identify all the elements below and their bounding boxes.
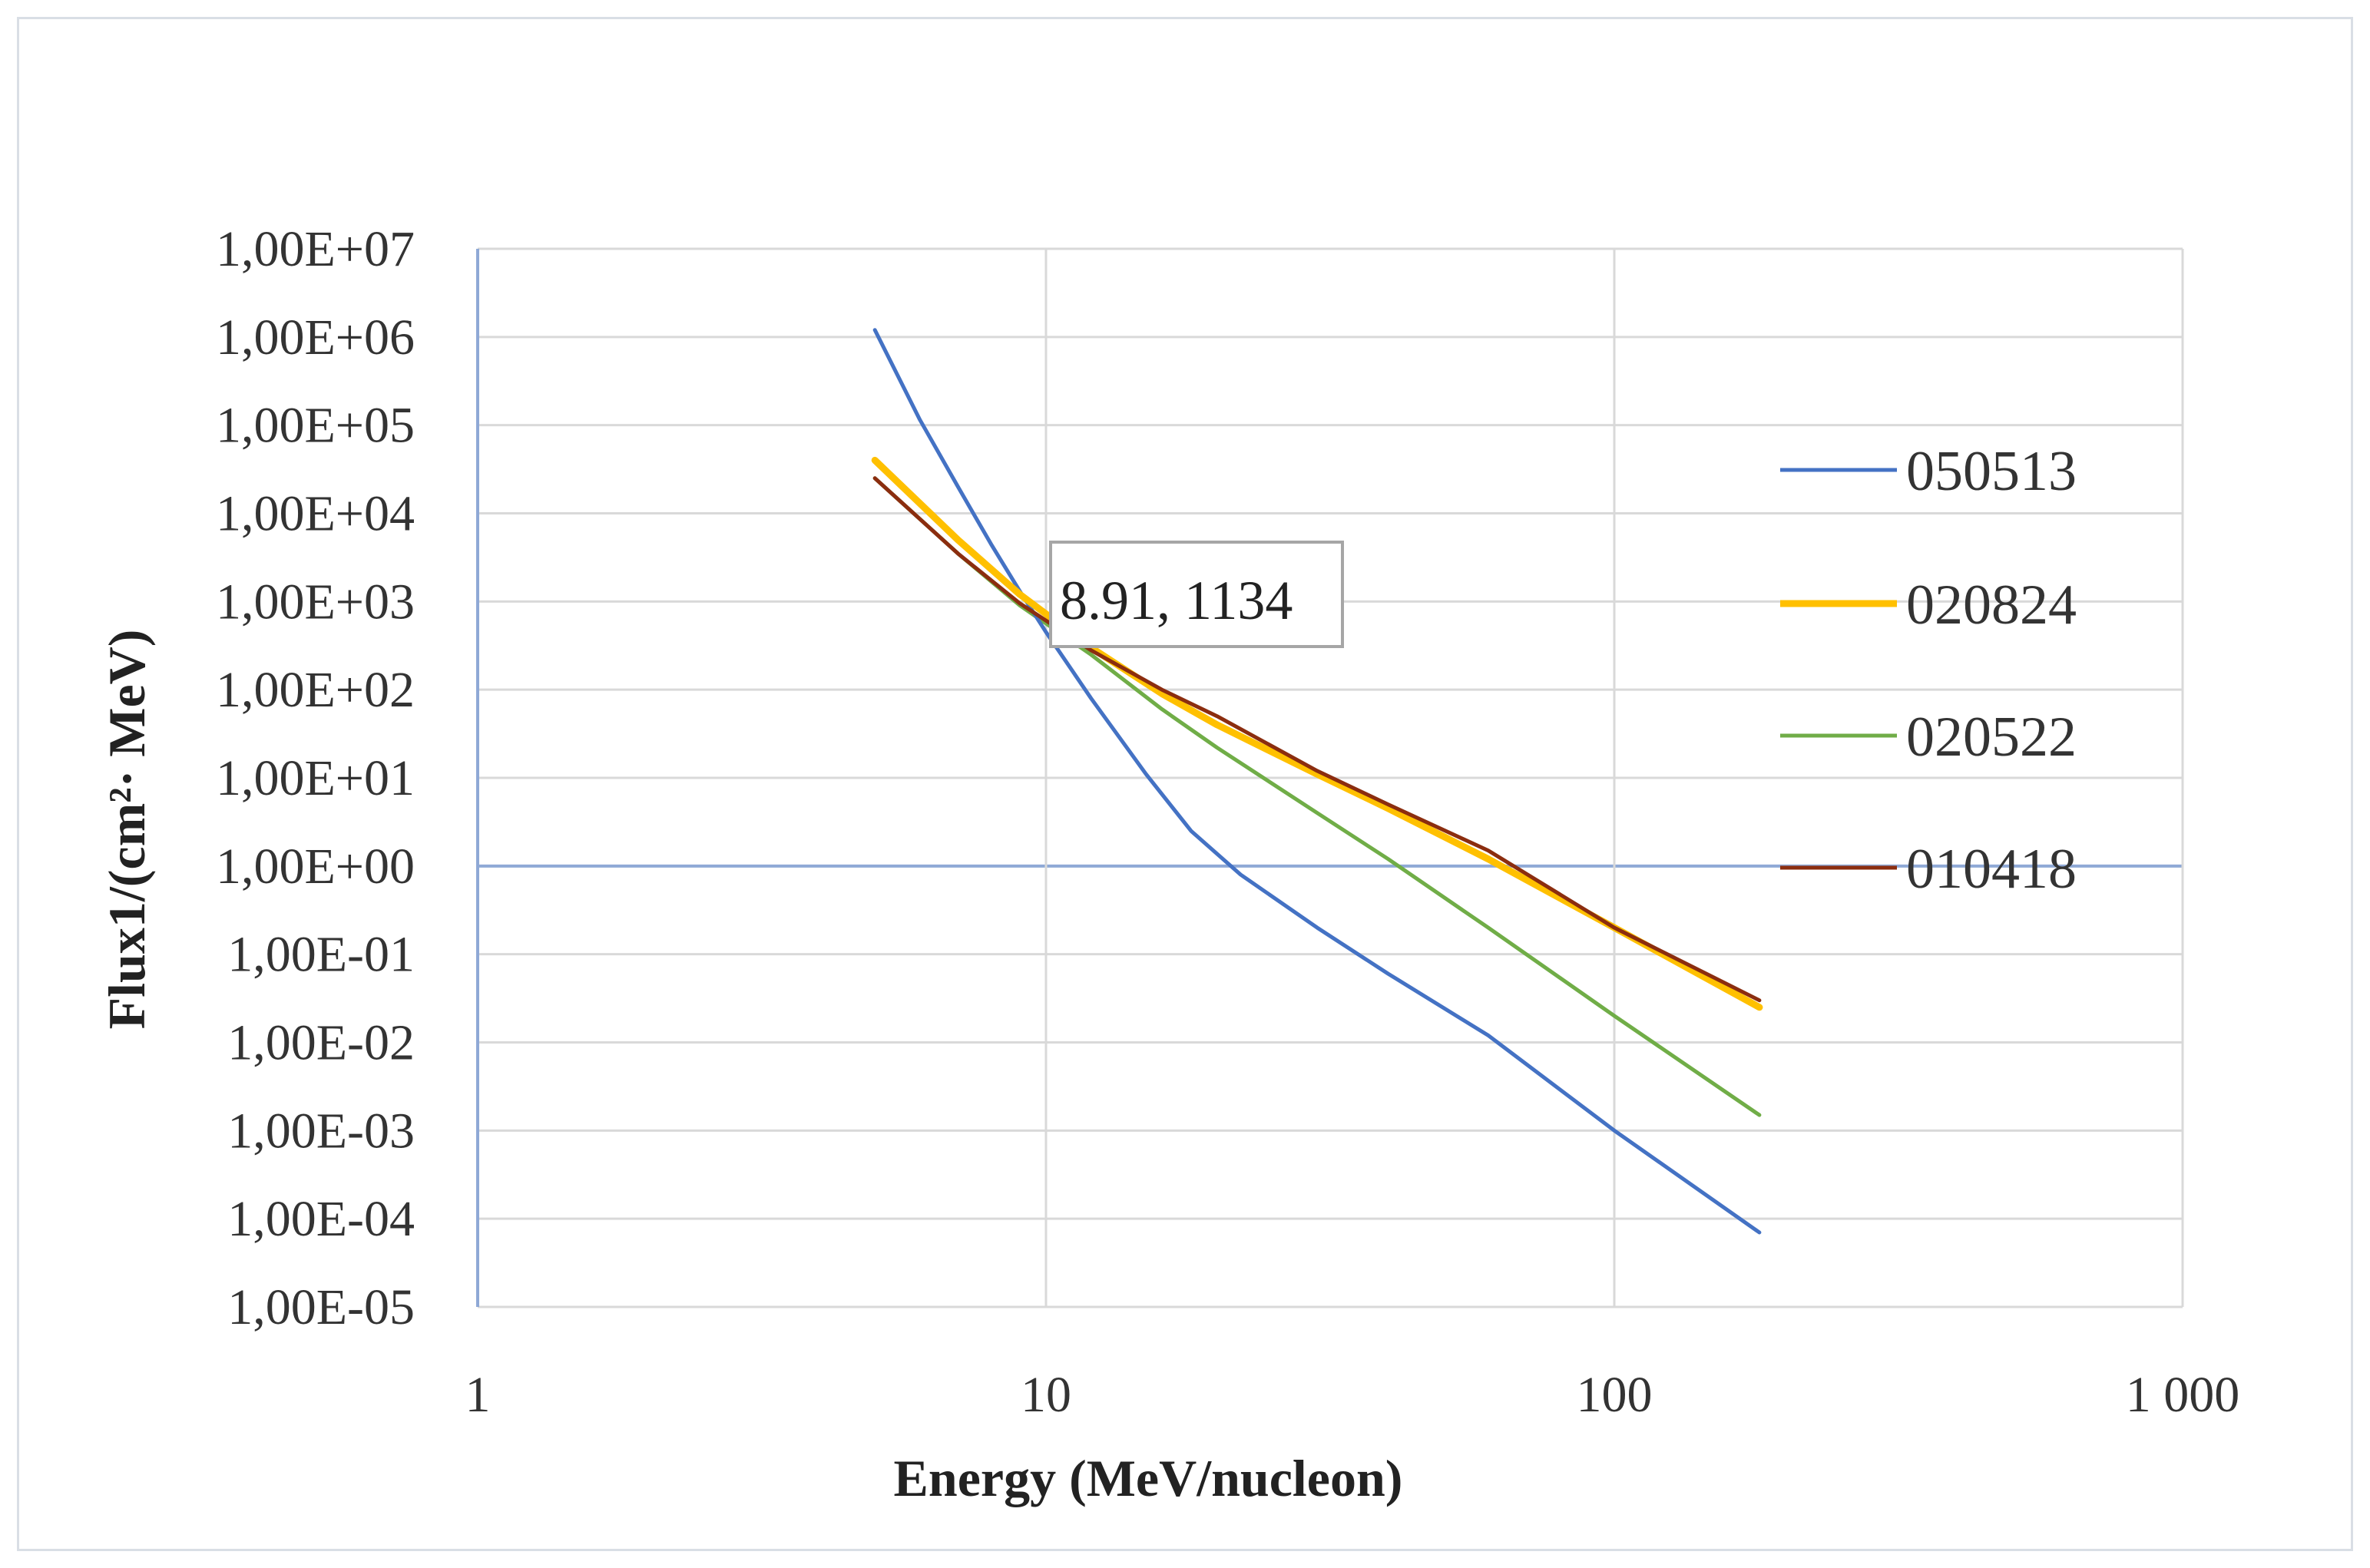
series-line-050513 [872, 328, 1762, 1235]
series-line-020824 [871, 456, 1763, 1011]
y-tick-label: 1,00E-03 [227, 1103, 415, 1159]
y-tick-labels: 1,00E+07 1,00E+06 1,00E+05 1,00E+04 1,00E+03… [216, 221, 415, 1335]
series-lines [871, 328, 1763, 1235]
y-tick-label: 1,00E-05 [227, 1279, 415, 1335]
annotation-label: 8.91, 1134 [1060, 570, 1293, 631]
y-tick-label: 1,00E+01 [216, 750, 415, 806]
y-tick-label: 1,00E-02 [227, 1015, 415, 1071]
legend-label-020522: 020522 [1906, 706, 2077, 769]
gridlines [476, 247, 2184, 1308]
data-annotation: 8.91, 1134 [1049, 541, 1344, 648]
x-tick-labels: 1 10 100 1 000 [465, 1367, 2240, 1423]
series-line-010418 [872, 476, 1762, 1003]
y-axis-label: Flux1/(cm²· MeV) [98, 630, 156, 1030]
legend-label-020824: 020824 [1906, 574, 2077, 637]
y-tick-label: 1,00E-04 [227, 1191, 415, 1247]
x-tick-label: 1 [465, 1367, 491, 1423]
legend: 050513 020824 020522 010418 [1780, 440, 2077, 901]
x-tick-label: 1 000 [2126, 1367, 2240, 1423]
x-tick-label: 10 [1021, 1367, 1071, 1423]
y-tick-label: 1,00E+07 [216, 221, 415, 277]
chart-frame [17, 17, 2353, 1551]
y-tick-label: 1,00E+02 [216, 662, 415, 718]
y-tick-label: 1,00E+06 [216, 309, 415, 366]
y-tick-label: 1,00E+00 [216, 839, 415, 895]
y-tick-label: 1,00E-01 [227, 927, 415, 983]
x-tick-label: 100 [1577, 1367, 1653, 1423]
legend-label-010418: 010418 [1906, 838, 2077, 901]
y-tick-label: 1,00E+05 [216, 398, 415, 454]
x-axis-label: Energy (MeV/nucleon) [894, 1449, 1403, 1507]
annotation-box [1049, 541, 1344, 648]
y-tick-label: 1,00E+03 [216, 574, 415, 630]
y-tick-label: 1,00E+04 [216, 486, 415, 542]
legend-label-050513: 050513 [1906, 440, 2077, 503]
